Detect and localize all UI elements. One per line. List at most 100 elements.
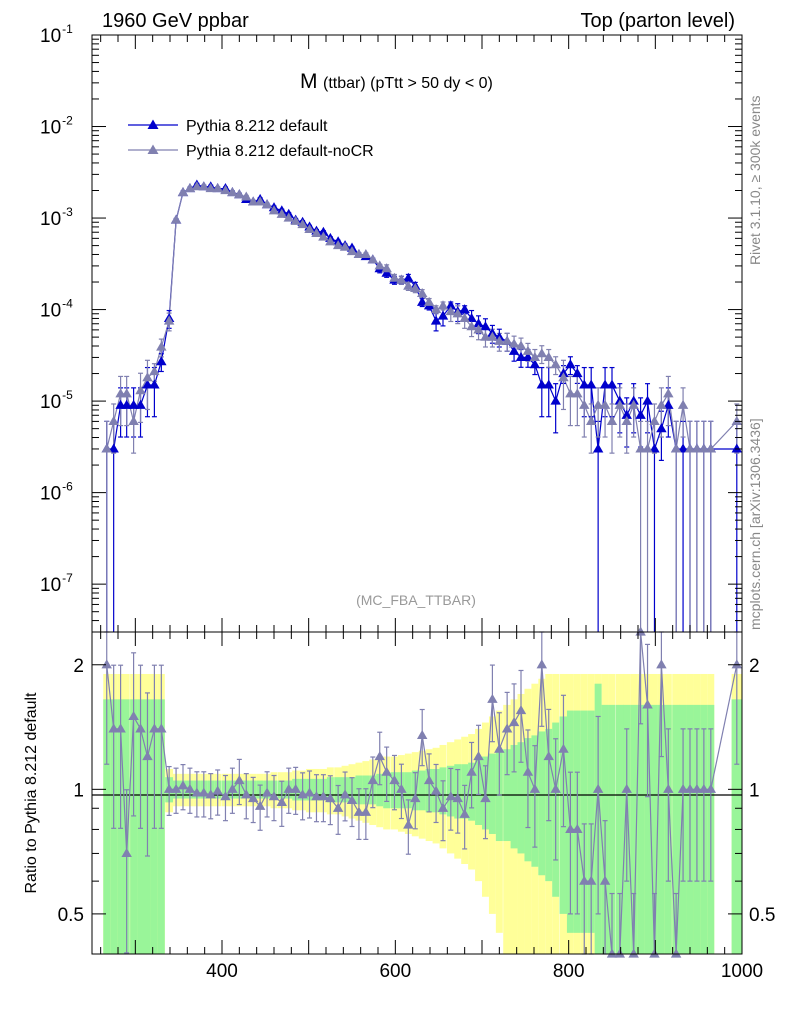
main-markers (101, 179, 743, 453)
data-point-nocr (142, 372, 153, 382)
data-point-nocr (649, 415, 660, 425)
data-point-nocr (585, 415, 597, 425)
data-point-nocr (677, 399, 689, 409)
band-inner-bin (587, 710, 595, 933)
ratio-point (684, 783, 696, 793)
data-point-default (656, 423, 667, 433)
ratio-point (473, 751, 484, 761)
data-point-default (121, 399, 132, 409)
data-point-default (156, 356, 167, 366)
data-point-nocr (360, 248, 372, 259)
ratio-point (635, 626, 646, 636)
data-point-default (592, 443, 604, 453)
band-inner-bin (608, 704, 616, 954)
data-point-default (403, 272, 414, 282)
data-point-nocr (205, 183, 216, 193)
ratio-point (585, 875, 597, 885)
ratio-y-tick-label-left: 2 (73, 656, 84, 677)
band-inner-bin (510, 744, 518, 849)
data-point-nocr (290, 215, 301, 225)
data-point-nocr (635, 443, 646, 453)
data-point-default (543, 379, 554, 389)
data-point-nocr (698, 443, 710, 453)
data-point-nocr (536, 348, 548, 358)
header-right: Top (parton level) (580, 10, 735, 32)
data-point-default (466, 312, 477, 323)
ratio-point (649, 948, 660, 958)
ratio-point (403, 819, 414, 829)
ratio-point (374, 751, 385, 761)
ratio-point (184, 783, 196, 793)
data-point-nocr (543, 351, 554, 362)
data-point-nocr (656, 399, 667, 409)
ratio-y-tick-label-left: 0.5 (58, 905, 84, 926)
data-point-nocr (684, 443, 696, 453)
ratio-point (437, 802, 449, 812)
mcplots-label: mcplots.cern.ch [arXiv:1306.3436] (747, 418, 763, 630)
data-point-default (677, 443, 689, 453)
ratio-point (565, 823, 576, 834)
band-inner-bin (657, 704, 665, 954)
plot-title-sub: (ttbar) (pTtt > 50 dy < 0) (323, 75, 493, 92)
band-inner-bin (517, 742, 525, 854)
data-point-nocr (731, 415, 743, 425)
ratio-point (135, 723, 146, 733)
data-point-nocr (311, 227, 322, 237)
ratio-point (156, 723, 167, 733)
ratio-point (220, 791, 231, 801)
data-point-default (536, 379, 548, 389)
ratio-point (283, 783, 294, 793)
data-point-nocr (121, 388, 132, 398)
data-point-nocr (466, 321, 477, 331)
ratio-point (276, 796, 288, 806)
data-point-nocr (268, 205, 280, 215)
ratio-point (529, 783, 541, 793)
ratio-point (268, 791, 280, 801)
data-point-nocr (445, 306, 457, 316)
rivet-label: Rivet 3.1.10, ≥ 300k events (747, 95, 763, 265)
data-point-nocr (550, 359, 561, 369)
y-tick-label: 10-4 (40, 297, 73, 322)
data-point-nocr (396, 274, 407, 284)
band-inner-bin (130, 699, 138, 954)
ratio-y-tick-label-right: 0.5 (749, 905, 775, 926)
y-tick-label: 10-1 (40, 22, 73, 47)
data-point-nocr (508, 338, 520, 348)
data-point-default (529, 359, 541, 369)
data-point-nocr (452, 308, 463, 318)
ratio-point (543, 751, 554, 761)
series-line-default (106, 184, 737, 450)
ratio-point (177, 780, 189, 790)
ratio-point (367, 775, 379, 785)
band-inner-bin (731, 699, 742, 954)
ratio-point (254, 800, 266, 810)
y-tick-exponent: -5 (62, 388, 73, 402)
data-point-nocr (614, 399, 626, 409)
ratio-point (592, 783, 604, 793)
data-point-nocr (473, 324, 484, 334)
ratio-point (121, 847, 132, 858)
data-point-nocr (297, 219, 308, 229)
band-inner-bin (630, 704, 638, 954)
data-point-nocr (410, 282, 421, 293)
ratio-point (332, 802, 344, 812)
ratio-point (550, 783, 561, 793)
band-inner-bin (488, 753, 496, 834)
ratio-point (304, 787, 315, 797)
ratio-point (410, 793, 421, 803)
data-point-nocr (430, 304, 442, 314)
ratio-plot: 0.5 0.5 1 1 2 2 400 600 800 1000 (58, 626, 775, 982)
ratio-point (459, 808, 470, 818)
x-ticks: 400 600 800 1000 (100, 632, 763, 982)
data-point-nocr (128, 415, 139, 425)
ratio-point (558, 743, 569, 753)
data-point-nocr (487, 331, 498, 341)
ratio-point (572, 823, 583, 834)
data-point-nocr (480, 331, 491, 341)
data-point-default (585, 379, 597, 389)
ratio-point (621, 783, 632, 793)
y-tick-label: 10-6 (40, 480, 73, 505)
ratio-point (389, 775, 400, 785)
data-point-default (550, 395, 561, 405)
y-tick-exponent: -2 (62, 114, 73, 128)
